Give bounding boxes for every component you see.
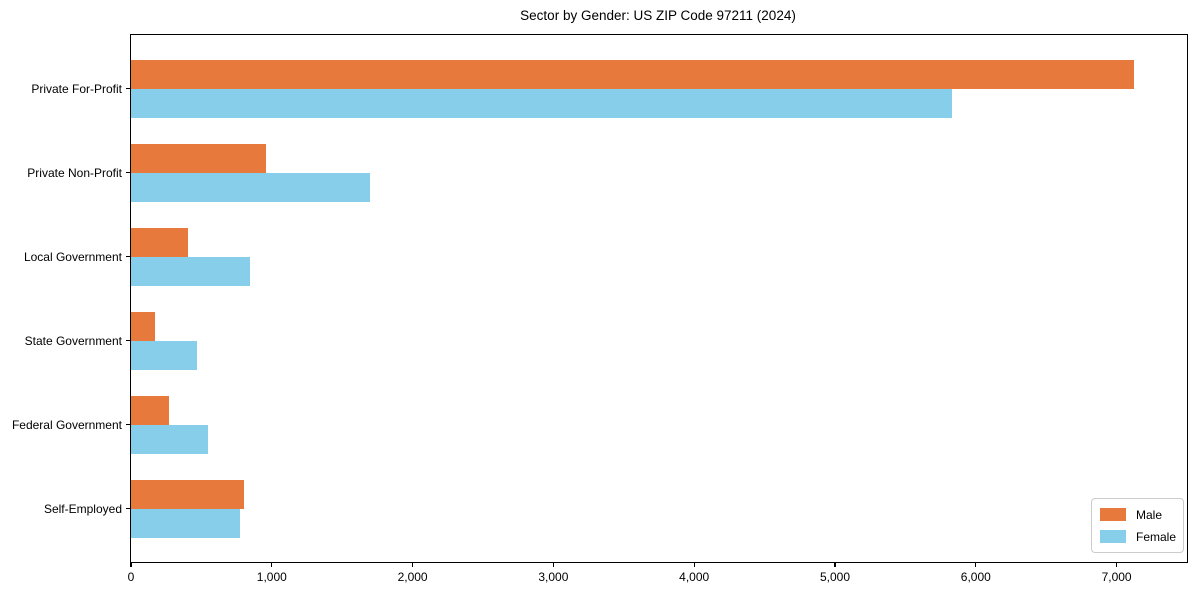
legend: Male Female	[1091, 498, 1184, 553]
x-tick-mark	[975, 562, 977, 567]
chart-title: Sector by Gender: US ZIP Code 97211 (202…	[520, 8, 796, 23]
bar-male-private-for-profit	[131, 59, 1134, 89]
legend-swatch-female	[1100, 530, 1126, 543]
y-axis-category-label: State Government	[24, 333, 122, 348]
bar-female-self-employed	[131, 508, 241, 538]
y-tick-mark	[126, 339, 131, 342]
bar-female-private-non-profit	[131, 172, 371, 202]
bar-female-local-government	[131, 256, 250, 286]
x-tick-mark	[834, 562, 836, 567]
x-tick-label: 6,000	[960, 570, 991, 584]
x-tick-label: 0	[127, 570, 135, 584]
y-axis-category-label: Self-Employed	[43, 501, 122, 516]
bar-male-self-employed	[131, 479, 244, 509]
x-tick-label: 4,000	[679, 570, 710, 584]
x-tick-label: 7,000	[1101, 570, 1132, 584]
plot-area: Private For-Profit Private Non-Profit Loca…	[12, 34, 1188, 584]
legend-label: Male	[1136, 507, 1163, 522]
y-axis-category-label: Private Non-Profit	[27, 165, 122, 180]
legend-swatch-male	[1100, 508, 1126, 521]
x-tick-label: 1,000	[256, 570, 287, 584]
x-tick-mark	[130, 562, 132, 567]
y-axis-category-label: Local Government	[23, 249, 122, 264]
bar-female-state-government	[131, 340, 197, 370]
y-axis-category-label: Federal Government	[11, 417, 122, 432]
x-tick-mark	[271, 562, 273, 567]
legend-entry-female: Female	[1100, 528, 1177, 545]
bar-male-local-government	[131, 227, 188, 257]
x-tick-label: 2,000	[397, 570, 428, 584]
bar-female-private-for-profit	[131, 88, 952, 118]
y-axis-category-label: Private For-Profit	[31, 81, 122, 96]
y-tick-mark	[126, 255, 131, 258]
x-tick-mark	[1115, 562, 1118, 567]
legend-entry-male: Male	[1100, 506, 1174, 523]
x-tick-label: 3,000	[538, 570, 569, 584]
x-tick-label: 5,000	[819, 570, 851, 584]
bar-female-federal-government	[131, 424, 208, 454]
y-tick-mark	[126, 507, 131, 510]
bar-male-private-non-profit	[131, 143, 267, 173]
bar-male-state-government	[131, 311, 155, 341]
x-tick-mark	[552, 562, 555, 567]
x-tick-mark	[411, 562, 414, 567]
legend-label: Female	[1136, 529, 1177, 544]
y-tick-mark	[126, 171, 131, 174]
y-tick-mark	[126, 87, 131, 90]
x-tick-mark	[693, 562, 695, 567]
bar-male-federal-government	[131, 395, 169, 425]
y-tick-mark	[126, 423, 131, 426]
